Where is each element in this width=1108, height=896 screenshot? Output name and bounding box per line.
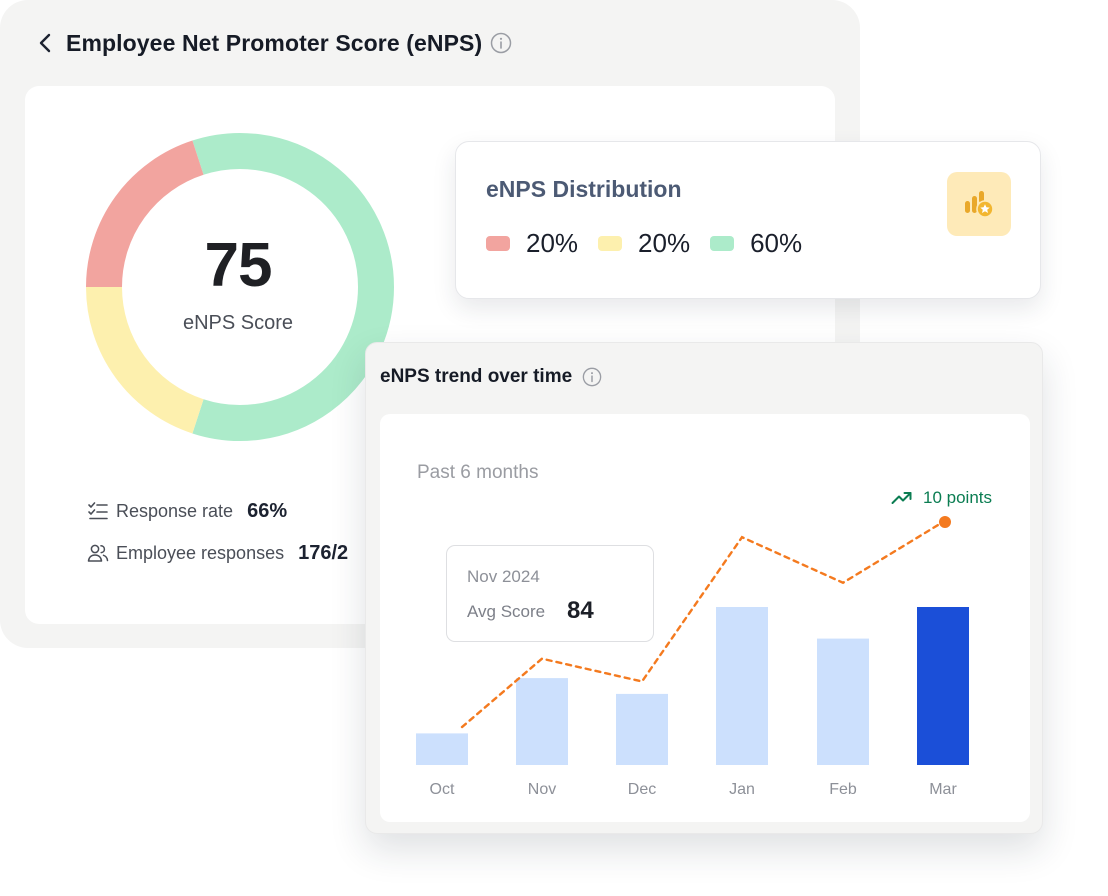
legend-swatch — [486, 236, 510, 251]
distribution-legend: 20% 20% 60% — [486, 228, 822, 259]
bar-jan[interactable] — [716, 607, 768, 765]
distribution-card: eNPS Distribution 20% 20% 60% — [455, 141, 1041, 299]
bar-nov[interactable] — [516, 678, 568, 765]
employee-responses-row: Employee responses 176/2 — [86, 541, 348, 565]
tooltip-date: Nov 2024 — [467, 567, 540, 586]
response-rate-value: 66% — [247, 499, 288, 522]
legend-item-detractors: 20% — [486, 228, 578, 259]
x-axis-label: Mar — [929, 781, 957, 798]
legend-swatch — [598, 236, 623, 251]
trend-title: eNPS trend over time — [380, 366, 573, 387]
distribution-title: eNPS Distribution — [486, 176, 682, 202]
tooltip-label: Avg Score — [467, 602, 546, 621]
trend-chart-panel: Past 6 months Oct Nov Dec Jan Feb Mar Nov 202… — [380, 414, 1030, 822]
x-axis-label: Dec — [628, 781, 656, 798]
bar-mar[interactable] — [917, 607, 969, 765]
response-rate-row: Response rate 66% — [86, 499, 287, 523]
trend-end-point — [939, 516, 951, 528]
legend-value: 20% — [526, 228, 579, 258]
x-axis-label: Jan — [729, 781, 755, 798]
donut-segment-promoters — [192, 133, 394, 441]
info-icon[interactable] — [582, 367, 602, 387]
trending-up-icon — [891, 492, 912, 504]
trend-line — [460, 520, 945, 729]
bar-feb[interactable] — [817, 638, 869, 765]
trend-change-badge: 10 points — [891, 488, 992, 508]
award-chart-icon — [965, 191, 994, 218]
enps-score-value: 75 — [204, 231, 273, 300]
legend-swatch — [710, 236, 735, 251]
x-axis-label: Oct — [430, 781, 455, 798]
users-icon — [86, 541, 110, 565]
info-icon[interactable] — [490, 32, 512, 54]
bar-oct[interactable] — [416, 733, 468, 765]
legend-item-promoters: 60% — [710, 228, 802, 259]
donut-segment-passives — [86, 286, 204, 434]
x-axis-label: Nov — [528, 781, 556, 798]
response-rate-label: Response rate — [116, 500, 234, 521]
employee-responses-value: 176/2 — [298, 541, 349, 564]
bar-dec[interactable] — [616, 693, 668, 765]
trend-header: eNPS trend over time — [380, 366, 602, 388]
page-header: Employee Net Promoter Score (eNPS) — [34, 28, 512, 58]
trend-bar-chart: Oct Nov Dec Jan Feb Mar — [416, 516, 969, 798]
enps-donut-chart — [86, 133, 394, 441]
page-title: Employee Net Promoter Score (eNPS) — [66, 29, 483, 56]
x-axis-label: Feb — [829, 781, 857, 798]
legend-value: 60% — [750, 228, 803, 258]
distribution-badge — [947, 172, 1011, 236]
trend-card: eNPS trend over time Past 6 months Oct No… — [365, 342, 1043, 834]
employee-responses-label: Employee responses — [116, 542, 285, 563]
legend-item-passives: 20% — [598, 228, 690, 259]
chart-tooltip: Nov 2024 Avg Score 84 — [446, 545, 654, 642]
checklist-icon — [86, 499, 110, 523]
period-label[interactable]: Past 6 months — [417, 462, 539, 483]
donut-segment-detractors — [86, 140, 204, 288]
trend-change-text: 10 points — [923, 488, 992, 507]
legend-value: 20% — [638, 228, 691, 258]
enps-score-label: eNPS Score — [182, 312, 294, 334]
tooltip-value: 84 — [567, 597, 594, 624]
back-button[interactable] — [34, 28, 56, 58]
chevron-left-icon — [39, 33, 51, 53]
